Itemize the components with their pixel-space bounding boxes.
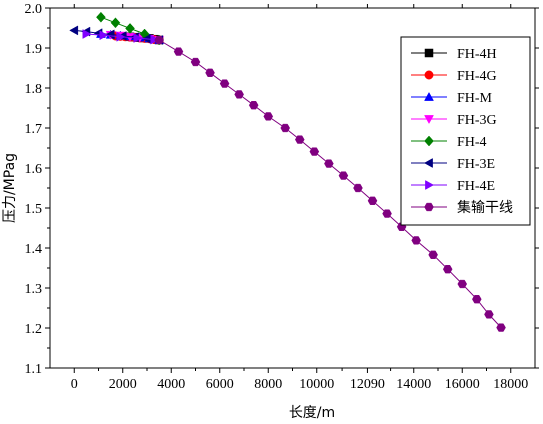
x-tick-label: 8000 bbox=[254, 377, 282, 392]
x-tick-label: 2000 bbox=[109, 377, 137, 392]
legend-entry: FH-M bbox=[411, 91, 493, 106]
x-tick-label: 16000 bbox=[445, 377, 480, 392]
legend-entry: FH-4G bbox=[411, 69, 497, 84]
x-tick-label: 10000 bbox=[299, 377, 334, 392]
legend-label: FH-M bbox=[457, 91, 493, 106]
y-tick-label: 1.5 bbox=[25, 202, 43, 217]
legend-entry: FH-4H bbox=[411, 47, 497, 62]
x-tick-label: 12090 bbox=[350, 377, 385, 392]
y-tick-label: 2.0 bbox=[25, 2, 43, 17]
data-point bbox=[154, 35, 164, 45]
legend-marker bbox=[425, 180, 435, 190]
y-tick-label: 1.2 bbox=[25, 322, 43, 337]
data-point bbox=[133, 33, 143, 43]
data-point bbox=[367, 196, 378, 205]
data-point bbox=[263, 112, 274, 121]
series-6 bbox=[82, 29, 160, 45]
x-tick-label: 6000 bbox=[206, 377, 234, 392]
x-tick-label: 0 bbox=[71, 377, 78, 392]
data-point bbox=[219, 79, 230, 88]
data-point bbox=[69, 25, 79, 36]
y-tick-label: 1.6 bbox=[25, 162, 43, 177]
data-point bbox=[294, 135, 305, 144]
legend-marker bbox=[424, 202, 434, 212]
data-point bbox=[428, 250, 438, 259]
y-tick-label: 1.7 bbox=[25, 122, 43, 137]
legend-marker bbox=[424, 91, 434, 101]
legend-marker bbox=[424, 70, 434, 80]
legend-label: FH-4E bbox=[457, 179, 495, 194]
data-point bbox=[125, 23, 135, 34]
legend-box bbox=[400, 36, 531, 226]
legend-marker bbox=[424, 115, 434, 125]
data-point bbox=[105, 29, 115, 40]
data-point bbox=[190, 57, 201, 67]
legend-marker bbox=[424, 135, 434, 147]
legend-entry: FH-4 bbox=[411, 135, 487, 150]
x-axis-title: 长度/m bbox=[289, 405, 335, 421]
y-tick-label: 1.8 bbox=[25, 82, 43, 97]
y-axis-title: 压力/MPag bbox=[2, 153, 18, 223]
data-point bbox=[205, 68, 215, 77]
legend-label: FH-4G bbox=[457, 69, 497, 84]
data-point bbox=[173, 47, 184, 56]
data-point bbox=[382, 209, 392, 218]
legend-marker bbox=[424, 48, 434, 58]
data-point bbox=[116, 31, 126, 42]
data-point bbox=[309, 147, 320, 156]
x-tick-label: 18000 bbox=[493, 377, 528, 392]
data-point bbox=[324, 159, 334, 168]
legend-entry: FH-4E bbox=[411, 179, 495, 194]
legend-label: FH-4 bbox=[457, 135, 487, 150]
series-7 bbox=[154, 35, 506, 332]
data-point bbox=[484, 310, 494, 319]
data-point bbox=[96, 11, 106, 23]
data-point bbox=[496, 323, 506, 332]
legend-label: 集输干线 bbox=[457, 199, 513, 216]
data-point bbox=[280, 123, 291, 133]
legend-entry: 集输干线 bbox=[411, 199, 513, 216]
data-point bbox=[82, 29, 92, 39]
y-tick-label: 1.9 bbox=[25, 42, 43, 57]
data-point bbox=[234, 90, 244, 99]
legend-label: FH-4H bbox=[457, 47, 497, 62]
x-tick-label: 14000 bbox=[396, 377, 431, 392]
legend-label: FH-3G bbox=[457, 113, 497, 128]
data-point bbox=[99, 30, 109, 41]
legend-entry: FH-3E bbox=[411, 157, 495, 172]
y-tick-label: 1.1 bbox=[25, 362, 43, 377]
data-point bbox=[353, 183, 363, 193]
legend-label: FH-3E bbox=[457, 157, 495, 172]
y-tick-label: 1.4 bbox=[25, 242, 43, 257]
data-point bbox=[411, 236, 421, 245]
data-point bbox=[442, 265, 453, 274]
legend-entry: FH-3G bbox=[411, 113, 497, 128]
data-point bbox=[248, 101, 259, 110]
legend-marker bbox=[423, 158, 433, 168]
data-point bbox=[472, 295, 482, 304]
data-point bbox=[338, 171, 349, 180]
y-tick-label: 1.3 bbox=[25, 282, 43, 297]
data-point bbox=[457, 279, 468, 289]
x-tick-label: 4000 bbox=[157, 377, 185, 392]
data-point bbox=[110, 17, 121, 29]
